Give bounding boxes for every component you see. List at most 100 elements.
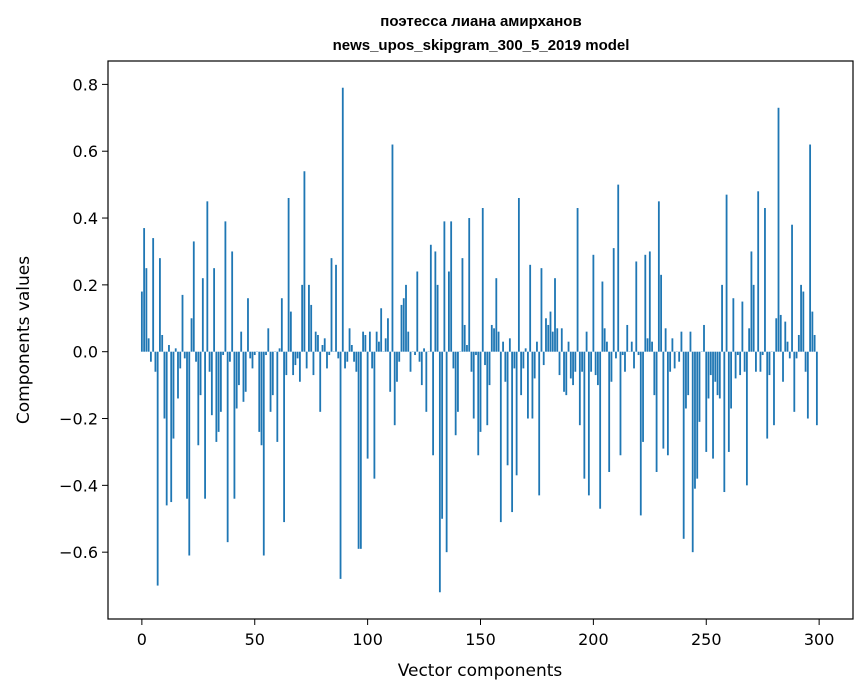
- bar: [657, 201, 660, 352]
- bar: [389, 351, 392, 392]
- bar: [346, 351, 349, 362]
- x-tick-label: 300: [804, 630, 835, 649]
- bar: [368, 331, 371, 352]
- bar: [210, 351, 213, 416]
- bar: [596, 351, 599, 386]
- bar: [222, 351, 225, 356]
- bar: [204, 351, 206, 499]
- bar: [705, 351, 708, 452]
- bar: [583, 351, 586, 479]
- bar: [407, 331, 410, 352]
- bar: [181, 294, 184, 352]
- bar: [779, 314, 782, 352]
- bar: [429, 244, 432, 352]
- bar: [224, 221, 227, 352]
- bar: [443, 221, 446, 352]
- bar: [409, 351, 412, 372]
- bar: [764, 208, 766, 352]
- bar: [524, 348, 527, 352]
- bar: [786, 341, 789, 352]
- bar: [531, 351, 534, 419]
- bar: [687, 351, 690, 396]
- bar: [797, 334, 800, 352]
- bar: [425, 351, 428, 412]
- bar: [461, 258, 464, 352]
- bar: [156, 351, 159, 586]
- plot-frame: [107, 60, 854, 620]
- bar: [391, 144, 394, 352]
- bar: [587, 351, 590, 496]
- bar: [529, 264, 532, 352]
- bar: [452, 351, 455, 369]
- bar: [703, 324, 705, 352]
- y-tick-label: 0.6: [73, 142, 98, 161]
- bar: [610, 351, 613, 382]
- bar: [752, 284, 755, 352]
- bar: [445, 351, 448, 553]
- bar: [716, 351, 719, 396]
- bar: [253, 351, 256, 356]
- bar: [612, 248, 615, 352]
- bar: [560, 328, 563, 352]
- bar: [215, 351, 218, 442]
- bar: [788, 351, 791, 359]
- bar: [229, 351, 231, 362]
- bar: [149, 351, 152, 362]
- bar: [319, 351, 322, 412]
- x-tick-label: 0: [137, 630, 147, 649]
- bar: [235, 351, 238, 409]
- x-tick-label: 250: [691, 630, 722, 649]
- bar: [244, 351, 247, 392]
- bar: [292, 351, 295, 376]
- bar: [802, 291, 805, 352]
- bar: [678, 351, 681, 362]
- bar: [624, 351, 626, 372]
- x-axis-ticks: 0 50 100 150 200 250 300: [137, 619, 835, 649]
- bar: [736, 351, 739, 356]
- bar: [766, 351, 769, 439]
- bar: [213, 268, 216, 352]
- bar: [666, 351, 669, 456]
- bar: [542, 351, 545, 366]
- bar: [499, 351, 502, 523]
- bar: [330, 258, 333, 352]
- bar: [527, 351, 529, 419]
- bar: [481, 208, 484, 352]
- bar: [405, 284, 407, 352]
- bar: [732, 298, 735, 352]
- bar: [574, 351, 577, 372]
- bar: [357, 351, 360, 549]
- bar: [592, 254, 595, 352]
- bar: [696, 351, 699, 479]
- bar: [793, 351, 796, 412]
- bar: [662, 351, 665, 449]
- bar: [730, 351, 732, 409]
- bar: [260, 351, 263, 446]
- bar: [140, 291, 143, 352]
- bar: [206, 201, 209, 352]
- bar: [811, 311, 814, 352]
- bar: [660, 274, 663, 352]
- bar: [782, 351, 784, 382]
- bar: [601, 281, 604, 352]
- bar: [495, 278, 498, 352]
- bar: [709, 351, 712, 376]
- bar: [192, 241, 195, 352]
- bar: [298, 351, 301, 382]
- bar: [296, 351, 299, 359]
- x-tick-label: 50: [245, 630, 265, 649]
- bar: [806, 351, 809, 419]
- bar: [727, 351, 730, 452]
- bar: [402, 298, 405, 352]
- bar: [490, 324, 493, 352]
- bar: [294, 351, 297, 366]
- bar: [339, 351, 342, 579]
- bar: [258, 351, 261, 432]
- bar: [750, 251, 753, 352]
- bar: [285, 351, 288, 376]
- bar: [673, 351, 676, 369]
- bar: [276, 351, 279, 442]
- bar: [308, 284, 310, 352]
- bar: [353, 351, 355, 362]
- bar: [745, 351, 748, 486]
